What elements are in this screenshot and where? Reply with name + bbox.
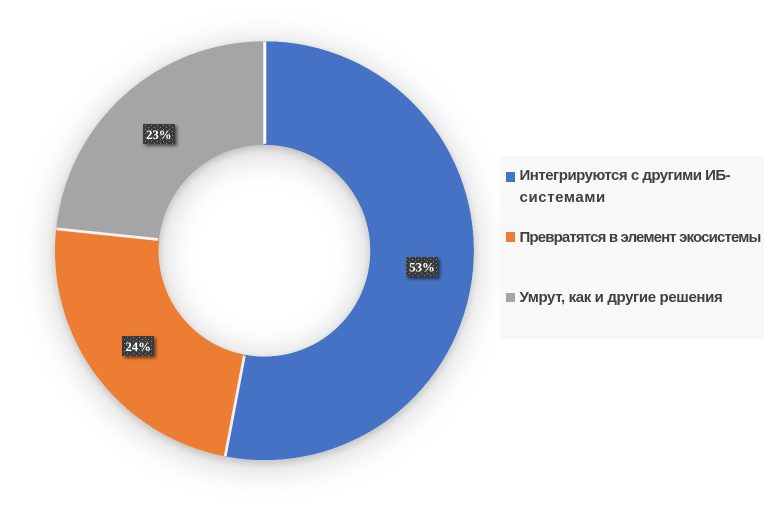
svg-text:23%: 23% [146,128,172,142]
svg-text:24%: 24% [125,340,151,354]
svg-text:53%: 53% [409,261,435,275]
